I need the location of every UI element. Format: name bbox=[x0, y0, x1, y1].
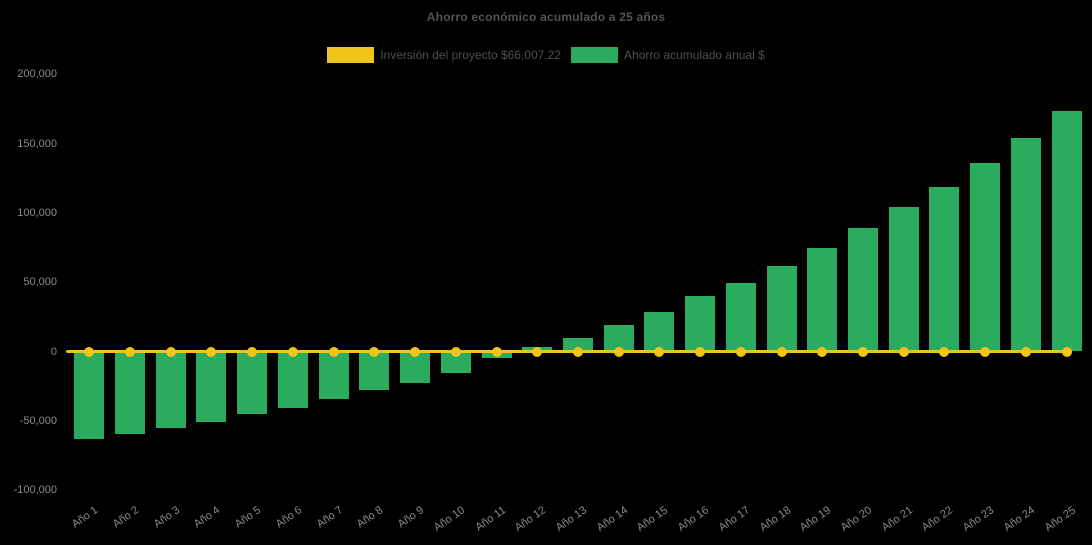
legend-swatch-yellow bbox=[327, 47, 375, 63]
bar-año-25 bbox=[1051, 111, 1082, 352]
y-axis-tick-label: -50,000 bbox=[19, 414, 57, 427]
bar-año-2 bbox=[115, 351, 146, 434]
chart-title: Ahorro económico acumulado a 25 años bbox=[426, 10, 666, 24]
line-marker bbox=[369, 346, 380, 357]
line-marker bbox=[247, 346, 258, 357]
line-marker bbox=[939, 346, 950, 357]
bar-año-17 bbox=[725, 282, 756, 352]
bar-año-10 bbox=[440, 351, 471, 373]
line-marker bbox=[1020, 346, 1031, 357]
bar-año-19 bbox=[807, 247, 838, 352]
bar-año-5 bbox=[237, 351, 268, 414]
legend: Inversión del proyecto $66,007.22 Ahorro… bbox=[0, 47, 1092, 63]
legend-label-ahorro: Ahorro acumulado anual $ bbox=[624, 48, 765, 62]
line-marker bbox=[1061, 346, 1072, 357]
line-marker bbox=[654, 346, 665, 357]
line-marker bbox=[695, 346, 706, 357]
bar-año-24 bbox=[1010, 138, 1041, 352]
line-marker bbox=[613, 346, 624, 357]
line-marker bbox=[572, 346, 583, 357]
y-axis-tick-label: 100,000 bbox=[17, 206, 57, 219]
y-axis-tick-label: -100,000 bbox=[13, 484, 57, 497]
line-marker bbox=[491, 346, 502, 357]
bar-año-15 bbox=[644, 311, 675, 352]
line-marker bbox=[980, 346, 991, 357]
bar-año-7 bbox=[318, 351, 349, 399]
y-axis-tick-label: 0 bbox=[50, 345, 57, 358]
line-marker bbox=[776, 346, 787, 357]
y-axis-tick-label: 150,000 bbox=[17, 137, 57, 150]
investment-line bbox=[66, 350, 1072, 353]
bar-año-21 bbox=[888, 207, 919, 352]
line-marker bbox=[898, 346, 909, 357]
bar-año-20 bbox=[847, 228, 878, 352]
line-marker bbox=[450, 346, 461, 357]
line-marker bbox=[287, 346, 298, 357]
legend-item-inversion: Inversión del proyecto $66,007.22 bbox=[327, 47, 561, 63]
bar-año-9 bbox=[400, 351, 431, 384]
legend-item-ahorro: Ahorro acumulado anual $ bbox=[571, 47, 765, 63]
line-marker bbox=[206, 346, 217, 357]
legend-label-inversion: Inversión del proyecto $66,007.22 bbox=[380, 48, 562, 62]
bar-año-3 bbox=[155, 351, 186, 428]
bar-año-8 bbox=[359, 351, 390, 391]
bar-año-4 bbox=[196, 351, 227, 423]
legend-swatch-green bbox=[571, 47, 619, 63]
bar-año-16 bbox=[685, 296, 716, 352]
line-marker bbox=[410, 346, 421, 357]
bar-año-13 bbox=[562, 338, 593, 352]
bar-año-6 bbox=[277, 351, 308, 409]
line-marker bbox=[84, 346, 95, 357]
y-axis-tick-label: 50,000 bbox=[23, 276, 57, 289]
line-marker bbox=[532, 346, 543, 357]
bar-año-22 bbox=[929, 186, 960, 352]
bar-año-23 bbox=[970, 163, 1001, 352]
line-marker bbox=[165, 346, 176, 357]
line-marker bbox=[857, 346, 868, 357]
line-marker bbox=[328, 346, 339, 357]
line-marker bbox=[817, 346, 828, 357]
line-marker bbox=[125, 346, 136, 357]
y-axis-tick-label: 200,000 bbox=[17, 68, 57, 81]
bar-año-18 bbox=[766, 265, 797, 352]
bar-año-1 bbox=[74, 351, 105, 439]
line-marker bbox=[735, 346, 746, 357]
